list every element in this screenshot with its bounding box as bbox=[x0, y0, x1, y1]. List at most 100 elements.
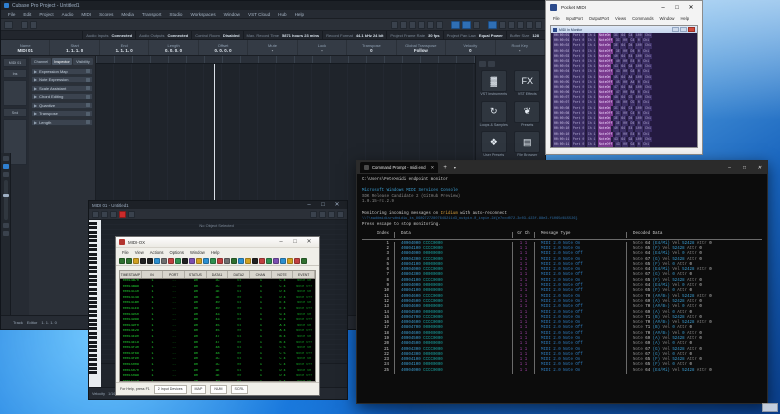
cmd-table-row[interactable]: 2 40804100 CCCC0000 1 1 MIDI 2.0 Note On Not… bbox=[362, 246, 762, 253]
system-tray[interactable] bbox=[762, 403, 778, 412]
pocket-log-row[interactable]: 00:00:11 Port 0 Ch 1 NoteOff 43 00 G4 0 Ch1 bbox=[551, 141, 697, 147]
ke-settings-icon[interactable] bbox=[337, 210, 344, 218]
piano-black-key[interactable] bbox=[89, 371, 97, 374]
pocket-log-row[interactable]: 00:00:09 Port 0 Ch 1 NoteOff 3E 00 D4 0 Ch1 bbox=[551, 121, 697, 127]
info-value[interactable]: - bbox=[271, 47, 274, 53]
pocket-monitor-buttons[interactable] bbox=[672, 27, 695, 32]
mediabay-user-presets[interactable]: ❖ User Presets bbox=[479, 131, 509, 158]
pocket-menu-file[interactable]: File bbox=[553, 15, 560, 21]
piano-black-key[interactable] bbox=[89, 261, 97, 264]
inspector-section-note-expression[interactable]: ▶ Note Expression bbox=[31, 76, 93, 83]
midiox-window-buttons[interactable]: – □ ✕ bbox=[274, 237, 316, 249]
piano-black-key[interactable] bbox=[89, 257, 97, 260]
pocket-log-row[interactable]: 00:00:03 Port 0 Ch 1 NoteOn 40 64 E4 100 Ch1 bbox=[551, 53, 697, 59]
piano-black-key[interactable] bbox=[89, 336, 97, 339]
minimize-icon[interactable]: – bbox=[279, 239, 283, 245]
midiox-log-row[interactable]: 00014DF0 1 -- 90 45 64 1 A 4 Note On bbox=[120, 324, 315, 330]
piano-black-key[interactable] bbox=[89, 239, 97, 242]
info-value[interactable]: - bbox=[321, 47, 323, 53]
piano-black-key[interactable] bbox=[89, 327, 97, 330]
info-value[interactable]: 0. 0. 0. 0 bbox=[165, 47, 183, 53]
piano-black-key[interactable] bbox=[89, 319, 97, 322]
ke-scale-icon[interactable] bbox=[328, 210, 335, 218]
piano-black-key[interactable] bbox=[89, 301, 97, 304]
piano-black-key[interactable] bbox=[89, 288, 97, 291]
info-field[interactable]: Length 0. 0. 0. 0 bbox=[149, 40, 199, 55]
cubase-menu-bar[interactable]: File Edit Project Audio MIDI Scores Media Trans… bbox=[1, 10, 545, 19]
midiox-log-row[interactable]: 00015008 1 -- 80 3C 00 1 C 4 Note Off bbox=[120, 363, 315, 369]
piano-black-key[interactable] bbox=[89, 279, 97, 282]
pocket-log-row[interactable]: 00:00:06 Port 0 Ch 1 NoteOn 47 64 B4 100 Ch1 bbox=[551, 84, 697, 91]
midiox-log-row[interactable]: 00014D88 1 -- 80 43 00 1 G 4 Note Off bbox=[120, 318, 315, 324]
midiox-toolbar-button-24[interactable] bbox=[287, 257, 293, 264]
playhead-cursor[interactable] bbox=[214, 64, 215, 329]
channel-ins-slot[interactable]: Ins bbox=[3, 69, 27, 78]
toolbar-constrain-icon[interactable] bbox=[4, 20, 13, 29]
pocket-menu-commands[interactable]: Commands bbox=[632, 15, 654, 21]
midiox-toolbar-button-25[interactable] bbox=[294, 257, 300, 264]
midiox-log-row[interactable]: 00014B70 1 -- 90 3C 64 1 C 4 Note On bbox=[120, 279, 315, 285]
cmd-table-row[interactable]: 21 40904300 CCCC0000 1 1 MIDI 2.0 Note On No… bbox=[362, 347, 762, 353]
minimize-icon[interactable]: – bbox=[661, 4, 665, 11]
cmd-table-row[interactable]: 17 40804700 00000000 1 1 MIDI 2.0 Note Off N… bbox=[362, 326, 762, 332]
midiox-log-row[interactable]: 00014CB0 1 -- 90 40 64 1 E 4 Note On bbox=[120, 301, 315, 307]
inspector-section-transpose[interactable]: ▶ Transpose bbox=[31, 110, 93, 117]
inspector-section-toggle[interactable] bbox=[86, 86, 90, 90]
info-field[interactable]: Velocity 0 bbox=[446, 40, 496, 55]
info-field[interactable]: Offset 0. 0. 0. 0 bbox=[199, 40, 249, 55]
pocket-menu-window[interactable]: Window bbox=[659, 15, 675, 21]
pocket-window-buttons[interactable]: – □ ✕ bbox=[656, 1, 698, 14]
toolbar-range-select-icon[interactable] bbox=[400, 20, 407, 29]
midiox-monitor-rows[interactable]: 00014B70 1 -- 90 3C 64 1 C 4 Note On 00014BA8 1 -- 8… bbox=[120, 279, 315, 381]
pocket-log-row[interactable]: 00:00:05 Port 0 Ch 1 NoteOn 45 64 A4 100 Ch1 bbox=[551, 74, 697, 80]
cmd-table-row[interactable]: 16 40904600 CCCC0000 1 1 MIDI 2.0 Note On No… bbox=[362, 321, 762, 327]
cmd-table-row[interactable]: 24 40804100 00000000 1 1 MIDI 2.0 Note Off N… bbox=[362, 363, 762, 369]
pocket-menu-inputport[interactable]: InputPort bbox=[565, 15, 583, 21]
menu-item-hub[interactable]: Hub bbox=[278, 11, 287, 17]
info-field[interactable]: Transpose 0 bbox=[347, 40, 397, 55]
pocket-log-row[interactable]: 00:00:02 Port 0 Ch 1 NoteOn 3E 64 D4 100 Ch1 bbox=[551, 43, 697, 49]
ke-record-icon[interactable] bbox=[119, 210, 126, 218]
midiox-toolbar-button-12[interactable] bbox=[203, 257, 209, 264]
info-value[interactable]: 1. 1. 1. 0 bbox=[66, 47, 84, 53]
piano-black-key[interactable] bbox=[89, 270, 97, 273]
rail-mute-icon[interactable] bbox=[2, 156, 9, 161]
piano-black-key[interactable] bbox=[89, 345, 97, 348]
cmd-table-row[interactable]: 6 40904000 CCCC0000 1 1 MIDI 2.0 Note On Not… bbox=[362, 268, 762, 274]
midiox-menu-help[interactable]: Help bbox=[210, 249, 220, 255]
cmd-table-row[interactable]: 23 40904100 CCCC0000 1 1 MIDI 2.0 Note On No… bbox=[362, 358, 762, 364]
midiox-window[interactable]: MIDI-OX – □ ✕ File View Actions Options Wind… bbox=[115, 236, 320, 396]
pocket-menu-bar[interactable]: File InputPort OutputPort Views Commands Wind… bbox=[546, 14, 702, 22]
menu-item-scores[interactable]: Scores bbox=[99, 11, 114, 17]
pocket-log-row[interactable]: 00:00:05 Port 0 Ch 1 NoteOff 45 00 A4 0 Ch1 bbox=[551, 79, 697, 85]
rail-read-icon[interactable] bbox=[2, 172, 9, 177]
pocket-log-row[interactable]: 00:00:07 Port 0 Ch 1 NoteOff 48 00 C5 0 Ch1 bbox=[551, 100, 697, 106]
piano-black-key[interactable] bbox=[89, 358, 97, 361]
piano-black-key[interactable] bbox=[89, 222, 97, 225]
piano-black-key[interactable] bbox=[89, 275, 97, 278]
ke-snap-icon[interactable] bbox=[319, 210, 326, 218]
maximize-icon[interactable]: □ bbox=[321, 202, 325, 208]
rail-solo-icon[interactable] bbox=[2, 164, 9, 169]
piano-black-key[interactable] bbox=[89, 349, 97, 352]
midiox-log-row[interactable]: 00014FD0 1 -- 90 3C 64 1 C 4 Note On bbox=[120, 357, 315, 363]
menu-item-audio[interactable]: Audio bbox=[61, 11, 74, 17]
mediabay-vst-instruments[interactable]: ▓ VST Instruments bbox=[479, 70, 509, 97]
midiox-toolbar-button-7[interactable] bbox=[168, 257, 174, 264]
midiox-toolbar-button-16[interactable] bbox=[231, 257, 237, 264]
midiox-log-row[interactable]: 00014D50 1 -- 90 43 64 1 G 4 Note On bbox=[120, 313, 315, 319]
close-icon[interactable]: ✕ bbox=[757, 164, 762, 171]
info-field[interactable]: End 1. 1. 1. 0 bbox=[100, 40, 150, 55]
footer-tab-editor[interactable]: Editor bbox=[26, 320, 38, 325]
inspector-section-toggle[interactable] bbox=[86, 77, 90, 82]
cmd-table-row[interactable]: 4 40904300 CCCC0000 1 1 MIDI 2.0 Note On Not… bbox=[362, 257, 762, 263]
piano-black-key[interactable] bbox=[89, 253, 97, 256]
cmd-output-area[interactable]: C:\Users\Pete>midi endpoint monitor Micr… bbox=[357, 174, 767, 403]
midiox-toolbar-button-8[interactable] bbox=[175, 257, 181, 264]
midiox-toolbar-button-3[interactable] bbox=[140, 257, 146, 264]
mediabay-loops-samples[interactable]: ↻ Loops & Samples bbox=[479, 100, 509, 128]
command-prompt-window[interactable]: Command Prompt - midi end ✕ + ▾ – □ ✕ C:… bbox=[356, 160, 768, 404]
media-bay-grid[interactable]: ▓ VST Instruments FX VST Effects ↻ Loops & Sa… bbox=[479, 70, 542, 158]
pocket-monitor-title-bar[interactable]: MIDI In Monitor bbox=[551, 26, 697, 33]
cmd-tab-bar[interactable]: Command Prompt - midi end ✕ + ▾ – □ ✕ bbox=[357, 161, 767, 174]
